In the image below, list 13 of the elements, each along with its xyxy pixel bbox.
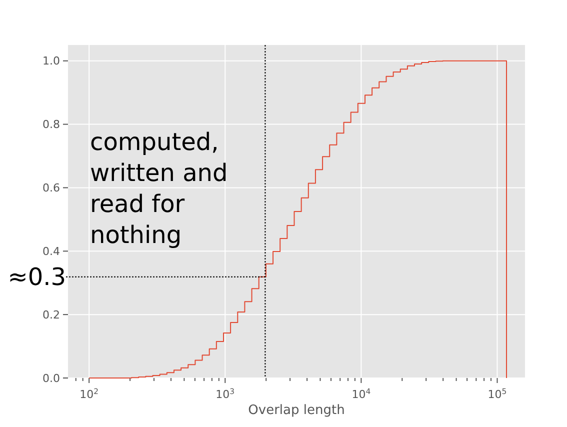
y-tick-label: 0.0: [42, 372, 60, 385]
y-tick-label: 0.8: [42, 118, 60, 132]
annotation: computed, written and read for nothing: [90, 128, 228, 249]
x-axis-title: Overlap length: [248, 403, 345, 418]
x-tick-label: 10$^{4}$: [352, 386, 371, 401]
y-tick-label: 0.4: [42, 244, 60, 258]
x-tick-label: 10$^{3}$: [216, 386, 235, 401]
x-tick-label: 10$^{5}$: [488, 386, 507, 401]
y-tick-label: 0.2: [42, 308, 60, 322]
y-tick-label: 0.6: [42, 182, 60, 195]
x-tick-label: 10$^{2}$: [80, 386, 99, 401]
y-tick-label: 1.0: [42, 54, 60, 68]
ref-line-label: ≈0.3: [8, 263, 66, 292]
